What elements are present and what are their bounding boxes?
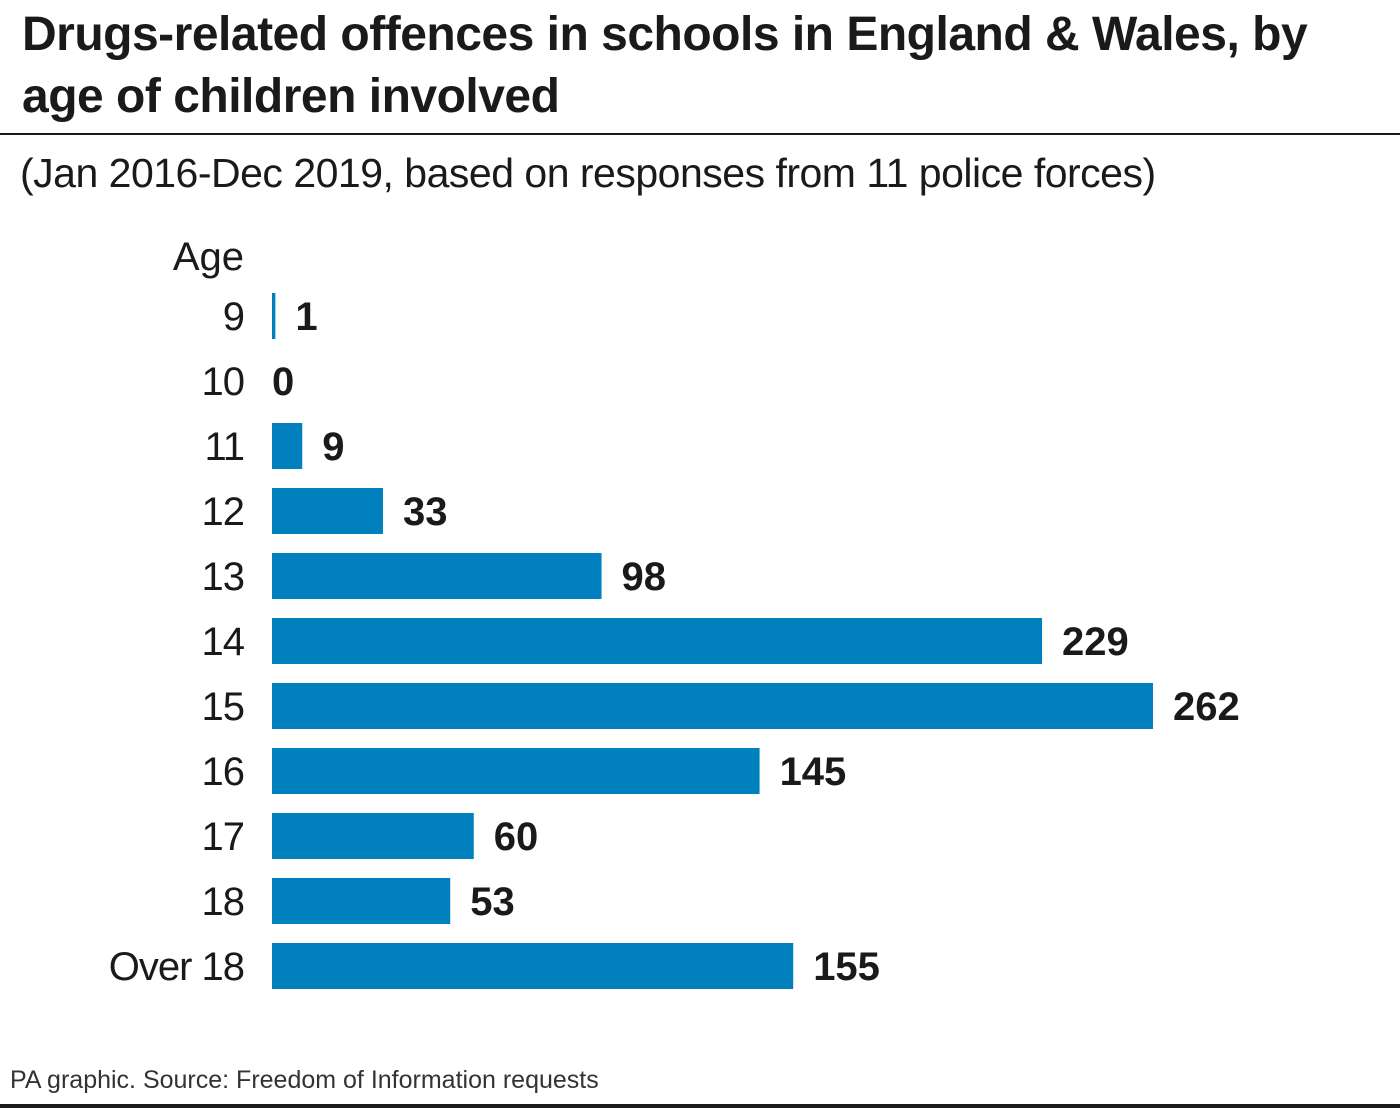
category-label: 17 [202,815,245,859]
chart-subtitle: (Jan 2016-Dec 2019, based on responses f… [20,150,1156,196]
category-label: 15 [202,685,245,729]
bar [272,878,451,924]
value-label: 9 [322,425,344,469]
footer-divider [0,1104,1400,1108]
category-label: 18 [202,880,245,924]
bar-chart: Age 9 1 10 0 11 9 12 33 13 98 14 229 15 262 16 145 17 60 18… [109,235,1240,989]
category-label: Over 18 [109,945,244,989]
chart-title: Drugs-related offences in schools in Eng… [22,8,1308,123]
value-label: 98 [622,555,667,599]
value-label: 0 [272,360,294,404]
category-label: 10 [202,360,245,404]
value-label: 262 [1173,685,1240,729]
category-label: 13 [202,555,245,599]
title-divider [0,133,1400,135]
bar [272,618,1043,664]
source-credit: PA graphic. Source: Freedom of Informati… [10,1066,599,1094]
category-label: 11 [204,425,244,469]
bar [272,423,303,469]
bar [272,488,383,534]
bar [272,683,1153,729]
bar [272,553,602,599]
bar [272,943,794,989]
category-label: 12 [202,490,245,534]
bar [272,813,474,859]
value-label: 145 [780,750,847,794]
value-label: 33 [403,490,448,534]
value-label: 155 [813,945,880,989]
value-label: 60 [494,815,539,859]
bar [272,748,760,794]
axis-title-age: Age [173,235,244,279]
category-label: 14 [202,620,245,664]
category-label: 16 [202,750,245,794]
bar [272,293,276,339]
value-label: 229 [1062,620,1129,664]
value-label: 1 [295,295,317,339]
category-label: 9 [223,295,244,339]
value-label: 53 [470,880,514,924]
